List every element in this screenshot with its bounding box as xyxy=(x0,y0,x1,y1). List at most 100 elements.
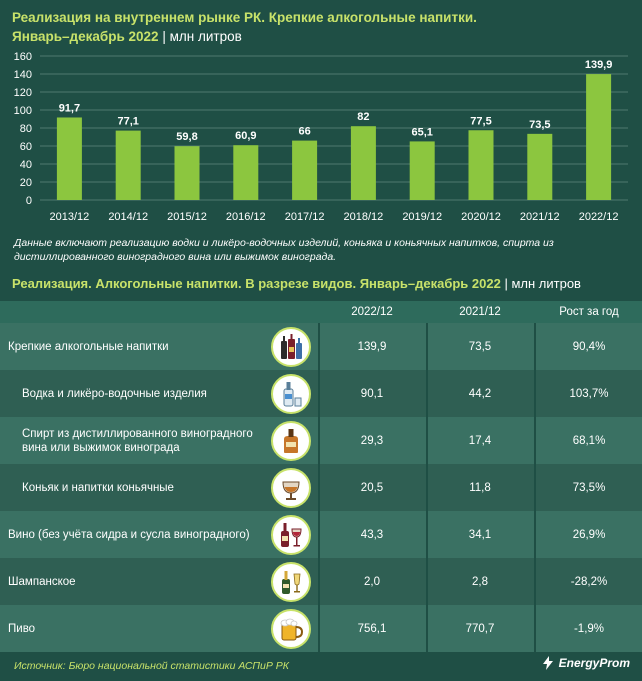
x-tick-label: 2015/12 xyxy=(167,211,207,223)
value-growth: 90,4% xyxy=(572,340,606,353)
bar xyxy=(56,117,82,200)
value-growth: 73,5% xyxy=(572,481,606,494)
value-2021: 770,7 xyxy=(465,622,495,635)
data-label: 73,5 xyxy=(529,119,550,131)
data-label: 60,9 xyxy=(235,130,256,142)
value-2021: 34,1 xyxy=(468,528,492,541)
bar xyxy=(409,141,435,200)
x-tick-label: 2020/12 xyxy=(461,211,501,223)
row-label: Вино (без учёта сидра и сусла виноградно… xyxy=(8,528,250,541)
table-row: Шампанское 2,0 2,8 -28,2% xyxy=(0,558,642,605)
champagne-icon xyxy=(271,561,311,602)
vodka-bottle-icon xyxy=(271,373,311,414)
data-label: 139,9 xyxy=(585,59,613,71)
row-label: Коньяк и напитки коньячные xyxy=(22,481,174,494)
y-tick-label: 160 xyxy=(14,51,32,63)
x-tick-label: 2016/12 xyxy=(226,211,266,223)
x-tick-label: 2018/12 xyxy=(344,211,384,223)
value-2021: 2,8 xyxy=(472,575,488,588)
bar-chart: 0 20 40 60 80 100 120 140 160 91,7 2013/12 77,1 2014… xyxy=(14,51,628,223)
wine-icon xyxy=(271,514,311,555)
table-row: Вино (без учёта сидра и сусла виноградно… xyxy=(0,511,642,558)
y-tick-label: 140 xyxy=(14,69,32,81)
beer-mug-icon xyxy=(271,608,311,649)
bar xyxy=(115,130,141,200)
table-row: Спирт из дистиллированного виноградного … xyxy=(0,417,642,464)
data-label: 77,1 xyxy=(117,116,138,128)
value-2021: 11,8 xyxy=(469,481,491,494)
y-tick-label: 0 xyxy=(26,195,32,207)
column-header-growth: Рост за год xyxy=(559,306,619,318)
chart-title-line1: Реализация на внутреннем рынке РК. Крепк… xyxy=(12,10,477,25)
data-label: 91,7 xyxy=(59,102,80,114)
y-tick-label: 20 xyxy=(20,177,32,189)
cognac-bottle-icon xyxy=(271,420,311,461)
data-label: 59,8 xyxy=(176,131,197,143)
row-label: Крепкие алкогольные напитки xyxy=(8,340,169,353)
value-2022: 756,1 xyxy=(357,622,387,635)
data-label: 82 xyxy=(357,111,369,123)
data-label: 65,1 xyxy=(411,126,432,138)
value-2022: 29,3 xyxy=(360,434,384,447)
bottles-icon xyxy=(271,326,311,367)
chart-title: Реализация на внутреннем рынке РК. Крепк… xyxy=(12,8,632,46)
y-tick-label: 60 xyxy=(20,141,32,153)
x-tick-label: 2014/12 xyxy=(108,211,148,223)
y-tick-label: 80 xyxy=(20,123,32,135)
y-tick-label: 40 xyxy=(20,159,32,171)
row-label: Шампанское xyxy=(8,575,76,588)
column-header-2022: 2022/12 xyxy=(351,306,393,318)
column-header-2021: 2021/12 xyxy=(459,306,501,318)
value-2022: 90,1 xyxy=(360,387,384,400)
table-row: Коньяк и напитки коньячные 20,5 11,8 73,… xyxy=(0,464,642,511)
table-header: 2022/12 2021/12 Рост за год xyxy=(0,301,642,323)
table-row: Крепкие алкогольные напитки 139,9 73,5 9… xyxy=(0,323,642,370)
value-2022: 20,5 xyxy=(360,481,384,494)
value-growth: 68,1% xyxy=(572,434,606,447)
brand-logo: EnergyProm xyxy=(541,656,630,670)
bar xyxy=(468,130,494,200)
value-growth: 26,9% xyxy=(572,528,606,541)
x-tick-label: 2013/12 xyxy=(50,211,90,223)
value-2022: 43,3 xyxy=(360,528,384,541)
row-label: Пиво xyxy=(8,622,36,635)
y-tick-label: 100 xyxy=(14,105,32,117)
bar xyxy=(292,140,318,200)
table-title: Реализация. Алкогольные напитки. В разре… xyxy=(12,275,581,293)
row-label: Спирт из дистиллированного виноградного … xyxy=(22,427,253,454)
bar xyxy=(174,146,200,200)
chart-unit: млн литров xyxy=(169,29,242,44)
y-tick-label: 120 xyxy=(14,87,32,99)
value-2022: 139,9 xyxy=(357,340,387,353)
table-row: Водка и ликёро-водочные изделия 90,1 44,… xyxy=(0,370,642,417)
chart-note: Данные включают реализацию водки и ликёр… xyxy=(14,237,554,263)
sales-table: 2022/12 2021/12 Рост за год Крепкие алко… xyxy=(0,301,642,652)
lightning-icon xyxy=(542,656,553,670)
bar xyxy=(586,74,612,200)
source-note: Источник: Бюро национальной статистики А… xyxy=(14,660,289,672)
value-2021: 44,2 xyxy=(468,387,492,400)
table-row: Пиво 756,1 770,7 -1,9% xyxy=(0,605,642,652)
table-title-text: Реализация. Алкогольные напитки. В разре… xyxy=(12,276,501,291)
x-tick-label: 2022/12 xyxy=(579,211,619,223)
bar xyxy=(233,145,259,200)
x-tick-label: 2019/12 xyxy=(402,211,442,223)
x-tick-label: 2021/12 xyxy=(520,211,560,223)
value-2021: 17,4 xyxy=(468,434,492,447)
value-2021: 73,5 xyxy=(468,340,492,353)
x-tick-label: 2017/12 xyxy=(285,211,325,223)
bar xyxy=(527,133,553,200)
value-growth: 103,7% xyxy=(569,387,609,400)
row-label: Водка и ликёро-водочные изделия xyxy=(22,387,207,400)
value-2022: 2,0 xyxy=(364,575,380,588)
cognac-glass-icon xyxy=(271,467,311,508)
table-title-separator: | xyxy=(504,276,508,291)
value-growth: -1,9% xyxy=(573,622,605,635)
table-unit: млн литров xyxy=(511,276,581,291)
brand-name: EnergyProm xyxy=(558,656,630,670)
bar xyxy=(350,126,376,200)
data-label: 77,5 xyxy=(470,115,491,127)
title-separator: | xyxy=(162,29,166,44)
value-growth: -28,2% xyxy=(570,575,608,588)
